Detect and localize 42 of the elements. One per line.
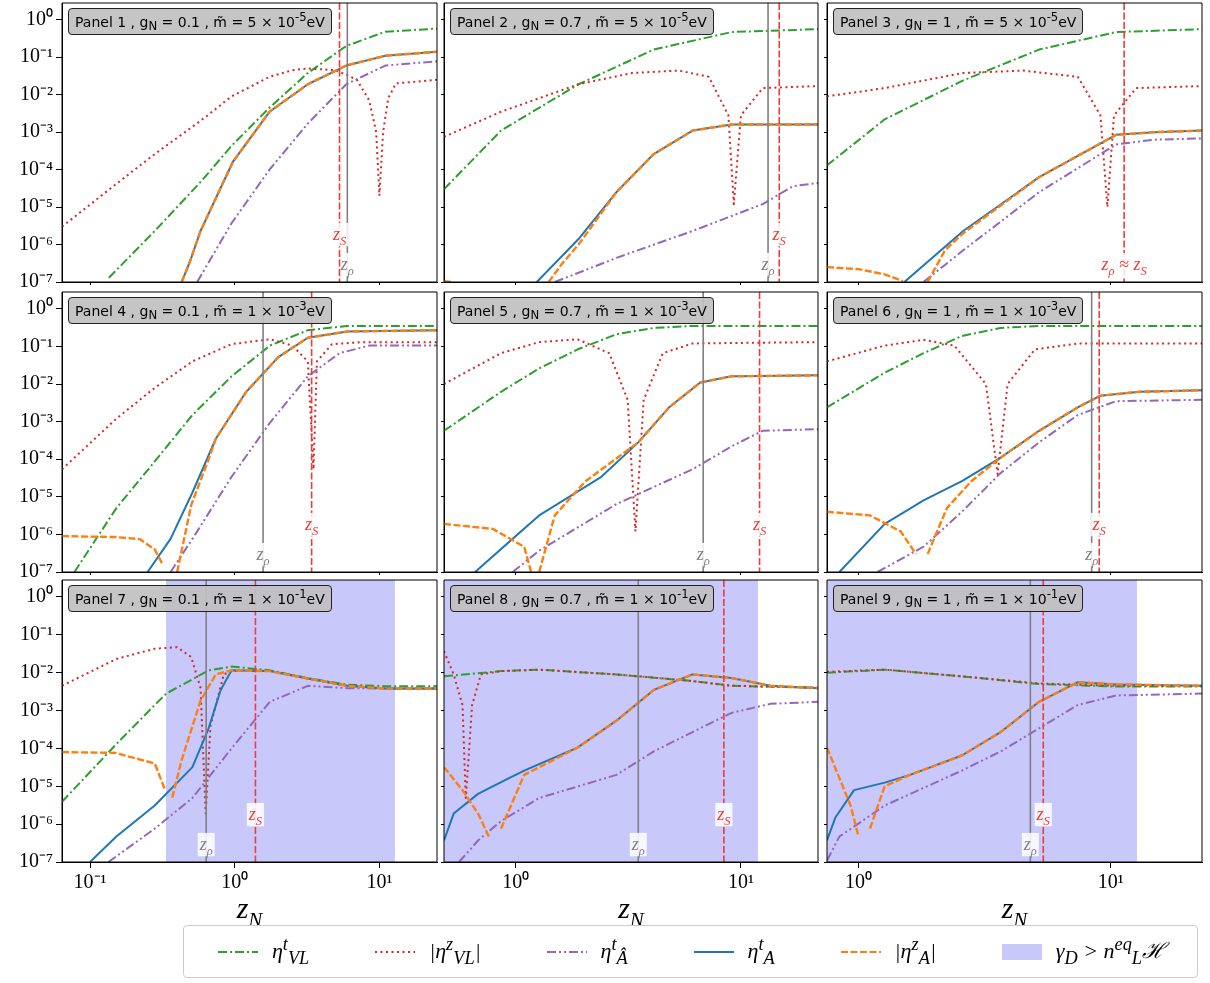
y-tick-label: 10⁻⁵ xyxy=(19,484,53,507)
y-tick-label: 10⁻¹ xyxy=(20,333,53,356)
text: Panel 4 , g$_{N}$ = 0.1 , m̃ = 1 × 10$^{-3}$eV xyxy=(68,297,332,325)
text: Panel 7 , g$_{N}$ = 0.1 , m̃ = 1 × 10$^{-1}$eV xyxy=(68,585,332,613)
x-tick-label: 10¹ xyxy=(727,870,754,893)
y-tick-label: 10⁻³ xyxy=(20,119,53,142)
y-tick-label: 10⁻⁵ xyxy=(19,194,53,217)
text: Panel 8 , g$_{N}$ = 0.7 , m̃ = 1 × 10$^{-1}$eV xyxy=(450,585,714,613)
y-tick-label: 10⁻⁷ xyxy=(19,559,54,582)
y-tick-label: 10⁻⁴ xyxy=(19,156,54,179)
y-tick-label: 10⁰ xyxy=(26,7,53,29)
text: Panel 5 , g$_{N}$ = 0.7 , m̃ = 1 × 10$^{-3}$eV xyxy=(450,297,714,325)
x-tick-label: 10⁻¹ xyxy=(73,870,107,893)
y-tick-label: 10⁻³ xyxy=(20,697,53,720)
y-tick-label: 10⁻⁴ xyxy=(19,735,54,758)
y-tick-label: 10⁻³ xyxy=(20,408,53,431)
x-tick-label: 10⁰ xyxy=(221,870,249,893)
text: Panel 9 , g$_{N}$ = 1 , m̃ = 1 × 10$^{-1}$eV xyxy=(833,585,1084,613)
x-tick-label: 10⁰ xyxy=(502,870,530,893)
y-tick-label: 10⁻⁷ xyxy=(19,849,54,872)
y-tick-label: 10⁻⁶ xyxy=(19,231,54,254)
x-tick-label: 10⁰ xyxy=(845,870,873,893)
y-tick-label: 10⁻⁴ xyxy=(19,446,54,469)
y-tick-label: 10⁰ xyxy=(26,296,53,319)
y-tick-label: 10⁻¹ xyxy=(20,44,53,67)
x-tick-label: 10¹ xyxy=(1097,870,1124,893)
y-tick-label: 10⁰ xyxy=(26,584,53,607)
y-tick-label: 10⁻¹ xyxy=(20,622,53,645)
y-tick-label: 10⁻² xyxy=(20,81,53,104)
legend-label: |η$^{z}$$_{VL}$| xyxy=(429,934,481,969)
y-tick-label: 10⁻⁵ xyxy=(19,773,53,796)
y-tick-label: 10⁻⁷ xyxy=(19,269,54,292)
y-tick-label: 10⁻² xyxy=(20,371,53,394)
y-tick-label: 10⁻² xyxy=(20,659,53,682)
y-tick-label: 10⁻⁶ xyxy=(19,811,54,834)
text: Panel 2 , g$_{N}$ = 0.7 , m̃ = 5 × 10$^{-5}$eV xyxy=(450,8,714,36)
legend-label: |η$^{z}$$_{A}$| xyxy=(894,934,936,969)
text: Panel 6 , g$_{N}$ = 1 , m̃ = 1 × 10$^{-3}$eV xyxy=(833,297,1084,325)
text: Panel 3 , g$_{N}$ = 1 , m̃ = 5 × 10$^{-5}$eV xyxy=(833,8,1084,36)
text: Panel 1 , g$_{N}$ = 0.1 , m̃ = 5 × 10$^{-5}$eV xyxy=(68,8,332,36)
y-tick-label: 10⁻⁶ xyxy=(19,521,54,544)
x-tick-label: 10¹ xyxy=(366,870,393,893)
